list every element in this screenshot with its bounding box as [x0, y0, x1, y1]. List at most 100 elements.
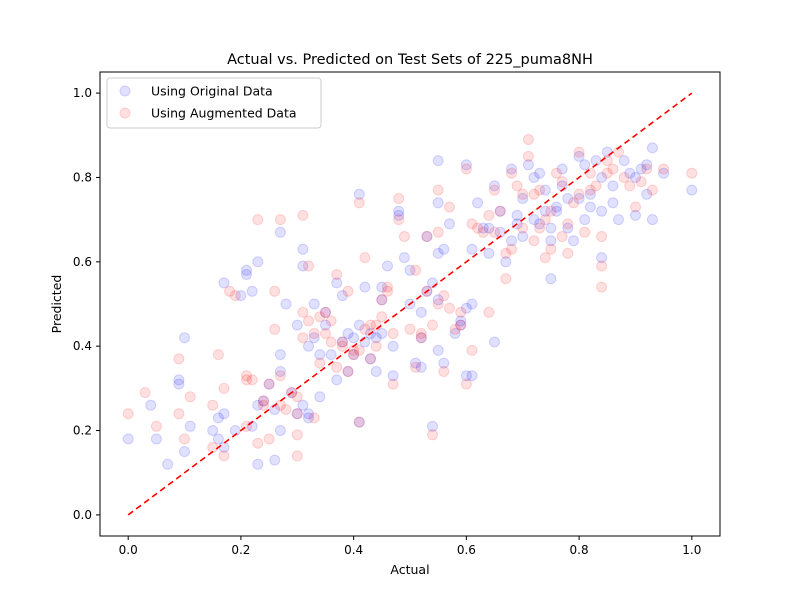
point-original — [483, 222, 495, 234]
point-original — [370, 332, 382, 344]
point-original — [528, 172, 540, 183]
y-tick-label: 0.6 — [73, 255, 92, 269]
point-original — [432, 155, 444, 167]
point-augmented — [365, 319, 376, 331]
point-augmented — [562, 218, 574, 230]
axes-frame — [99, 71, 721, 537]
point-augmented — [483, 209, 495, 221]
point-augmented — [376, 294, 388, 306]
point-augmented — [325, 315, 337, 327]
point-original — [483, 247, 495, 259]
point-original — [348, 349, 360, 361]
point-augmented — [562, 247, 574, 259]
point-original — [415, 306, 427, 318]
point-augmented — [382, 285, 393, 297]
point-augmented — [415, 332, 427, 344]
point-augmented — [297, 332, 309, 344]
point-original — [348, 332, 360, 344]
point-original — [291, 319, 303, 331]
point-original — [551, 205, 562, 217]
point-original — [353, 188, 365, 200]
point-augmented — [427, 319, 438, 331]
point-original — [314, 349, 326, 361]
point-original — [415, 361, 427, 373]
point-augmented — [584, 167, 596, 179]
point-augmented — [455, 306, 467, 318]
point-original — [387, 340, 399, 352]
point-original — [382, 260, 393, 272]
point-original — [297, 260, 309, 272]
point-original — [449, 328, 461, 339]
x-tick-label: 0.4 — [344, 543, 363, 557]
point-augmented — [359, 323, 371, 335]
point-original — [320, 319, 331, 331]
point-augmented — [466, 344, 478, 356]
point-augmented — [320, 328, 331, 339]
point-augmented — [596, 281, 608, 293]
point-original — [630, 209, 641, 221]
point-original — [517, 231, 529, 242]
point-original — [596, 205, 608, 217]
point-augmented — [297, 306, 309, 318]
point-original — [641, 159, 653, 171]
point-augmented — [303, 315, 314, 327]
point-augmented — [336, 336, 348, 348]
point-augmented — [624, 180, 636, 192]
y-tick-label: 0.0 — [73, 508, 92, 522]
point-augmented — [387, 328, 399, 339]
point-original — [370, 366, 382, 377]
x-axis-label: Actual — [390, 562, 429, 577]
point-original — [252, 256, 264, 268]
point-augmented — [258, 399, 269, 411]
y-axis-label: Predicted — [49, 275, 64, 334]
point-original — [427, 420, 438, 432]
point-original — [218, 408, 230, 420]
point-augmented — [455, 319, 467, 331]
point-original — [218, 277, 230, 289]
point-augmented — [393, 214, 405, 226]
point-original — [173, 378, 185, 390]
point-augmented — [241, 370, 252, 382]
point-original — [150, 433, 162, 445]
point-augmented — [630, 201, 641, 213]
point-original — [336, 290, 348, 302]
point-augmented — [331, 269, 343, 280]
point-augmented — [291, 429, 303, 441]
point-original — [545, 273, 557, 285]
point-original — [438, 243, 450, 255]
point-original — [455, 315, 467, 327]
point-augmented — [365, 353, 376, 365]
point-augmented — [263, 433, 275, 445]
point-augmented — [404, 323, 416, 335]
point-original — [432, 344, 444, 356]
point-augmented — [466, 218, 478, 230]
point-augmented — [280, 404, 292, 415]
point-original — [342, 366, 354, 377]
point-original — [331, 374, 343, 386]
point-original — [641, 188, 653, 200]
point-original — [551, 201, 562, 213]
point-original — [539, 184, 551, 196]
point-augmented — [308, 412, 320, 424]
point-augmented — [449, 323, 461, 335]
point-augmented — [207, 399, 219, 411]
point-original — [353, 416, 365, 428]
point-original — [235, 290, 247, 302]
point-original — [252, 458, 264, 470]
point-augmented — [568, 197, 579, 209]
point-augmented — [444, 302, 455, 314]
legend-marker-original — [119, 85, 131, 97]
point-original — [432, 247, 444, 259]
point-original — [179, 332, 190, 344]
point-original — [353, 319, 365, 331]
point-augmented — [601, 167, 613, 179]
point-augmented — [438, 290, 450, 302]
point-original — [336, 336, 348, 348]
point-augmented — [545, 243, 557, 255]
point-original — [376, 281, 388, 293]
point-augmented — [460, 163, 472, 175]
point-augmented — [184, 391, 196, 403]
point-augmented — [483, 306, 495, 318]
point-original — [534, 218, 546, 230]
point-augmented — [494, 205, 506, 217]
